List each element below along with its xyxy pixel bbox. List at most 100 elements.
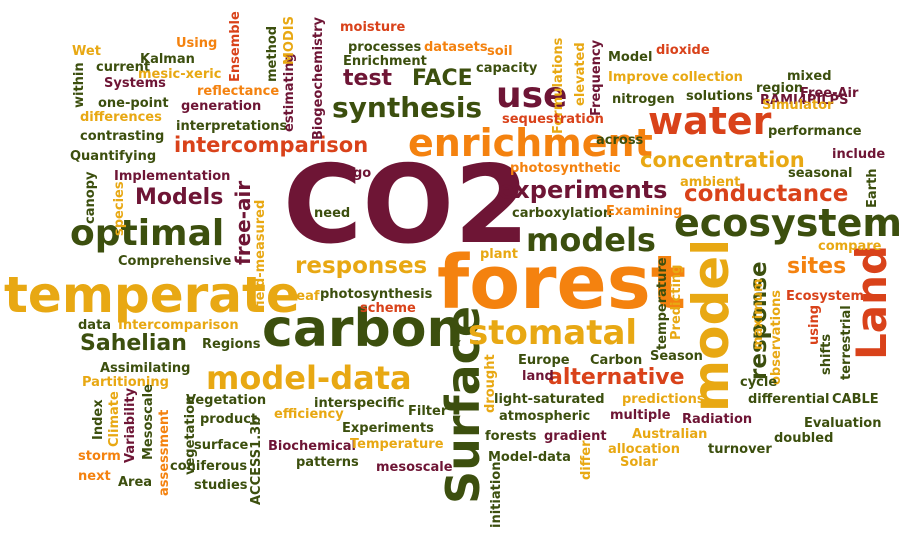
word: generation [181, 99, 262, 114]
word: Examining [606, 204, 683, 219]
word: CO2 [283, 143, 530, 268]
word: multiple [610, 408, 671, 423]
word: model [682, 238, 740, 412]
word: light-saturated [494, 392, 605, 407]
word: Filter [408, 404, 448, 419]
word: forests [485, 429, 537, 444]
word: Simulator [762, 98, 834, 113]
word: differ [579, 440, 594, 480]
word: surface [194, 438, 249, 453]
word: RAMI4PILPS [760, 93, 849, 108]
word: Biochemical [268, 439, 357, 454]
word: compare [818, 239, 882, 254]
word: ACCESS1.3b [249, 416, 264, 506]
word: test [343, 66, 393, 91]
word: MODIS [282, 16, 297, 65]
word: gradient [544, 429, 607, 444]
word: Evaluation [804, 416, 882, 431]
word: Australian [632, 427, 708, 442]
word: seasonal [788, 166, 853, 181]
word: Leaf [288, 289, 320, 304]
word: predictions [622, 392, 705, 407]
word: differential [748, 392, 830, 407]
word: Solar [620, 455, 658, 470]
word: within [72, 62, 87, 108]
word: Sahelian [80, 331, 187, 356]
word: Experiments [342, 421, 434, 436]
word: Ecosystem [786, 289, 865, 304]
word: enrichment [408, 121, 653, 165]
word: Intercomparison [118, 318, 239, 333]
word: Mesoscale [141, 384, 156, 460]
word: Wet [72, 44, 101, 59]
word: terrestrial [839, 305, 854, 380]
word: contrasting [80, 129, 165, 144]
word: capacity [476, 61, 538, 76]
word: carboxylation [512, 206, 613, 221]
word: elevated [573, 42, 588, 106]
word: nitrogen [612, 92, 675, 107]
word: storm [78, 449, 121, 464]
word: optimal [70, 213, 225, 254]
word: Systems [104, 76, 166, 91]
word: models [526, 221, 656, 259]
word: Assimilating [100, 361, 191, 376]
word: land [522, 369, 554, 384]
word: Quantifying [70, 149, 157, 164]
word: estimating [282, 53, 297, 132]
word: scheme [360, 301, 416, 316]
word: synthesis [332, 91, 483, 124]
word: atmospheric [499, 409, 591, 424]
word: concentration [640, 148, 805, 172]
word: Free-Air [800, 86, 859, 101]
word: Earth [865, 168, 880, 208]
word: water [648, 99, 772, 143]
word: conductance [684, 181, 849, 207]
word: maximum [751, 278, 766, 350]
word: Vegetation [186, 393, 267, 408]
word: Regions [202, 337, 261, 352]
word: doubled [774, 431, 834, 446]
word: data [78, 318, 112, 333]
word: patterns [296, 455, 359, 470]
word: field-measured [253, 199, 268, 310]
word: experiments [498, 176, 668, 204]
word: allocation [608, 442, 680, 457]
word: FACE [412, 66, 473, 91]
word: Carbon [590, 353, 643, 368]
word: Implementation [114, 169, 231, 184]
word: Europe [518, 353, 570, 368]
word: sequestration [502, 112, 604, 127]
word: Enrichment [343, 54, 427, 69]
word: shifts [819, 333, 834, 375]
word: mixed [787, 69, 832, 84]
word: carbon [262, 299, 464, 359]
word: temperature [655, 257, 670, 350]
word: interspecific [314, 396, 405, 411]
word: Kalman [140, 52, 195, 67]
word: alternative [548, 365, 685, 390]
word: need [314, 206, 351, 221]
word: across [596, 133, 644, 148]
word: canopy [83, 171, 98, 224]
word: Temperature [350, 437, 444, 452]
word: observations [769, 289, 784, 385]
word: Index [91, 399, 106, 440]
word: turnover [708, 442, 772, 457]
word: Biogeochemistry [311, 17, 326, 140]
word: soil [487, 44, 513, 59]
word: intercomparison [174, 133, 369, 157]
word: Radiation [682, 412, 753, 427]
word: Model [608, 50, 653, 65]
word: Climate [107, 391, 122, 447]
word: studies [194, 478, 248, 493]
word: Frequency [589, 39, 604, 116]
word: interpretations [176, 119, 288, 134]
word: assessment [157, 409, 172, 496]
word: Comprehensive [118, 254, 232, 269]
word: Partitioning [82, 375, 169, 390]
word: performance [768, 124, 862, 139]
word: forest [437, 240, 687, 326]
word: photosynthesis [320, 287, 433, 302]
